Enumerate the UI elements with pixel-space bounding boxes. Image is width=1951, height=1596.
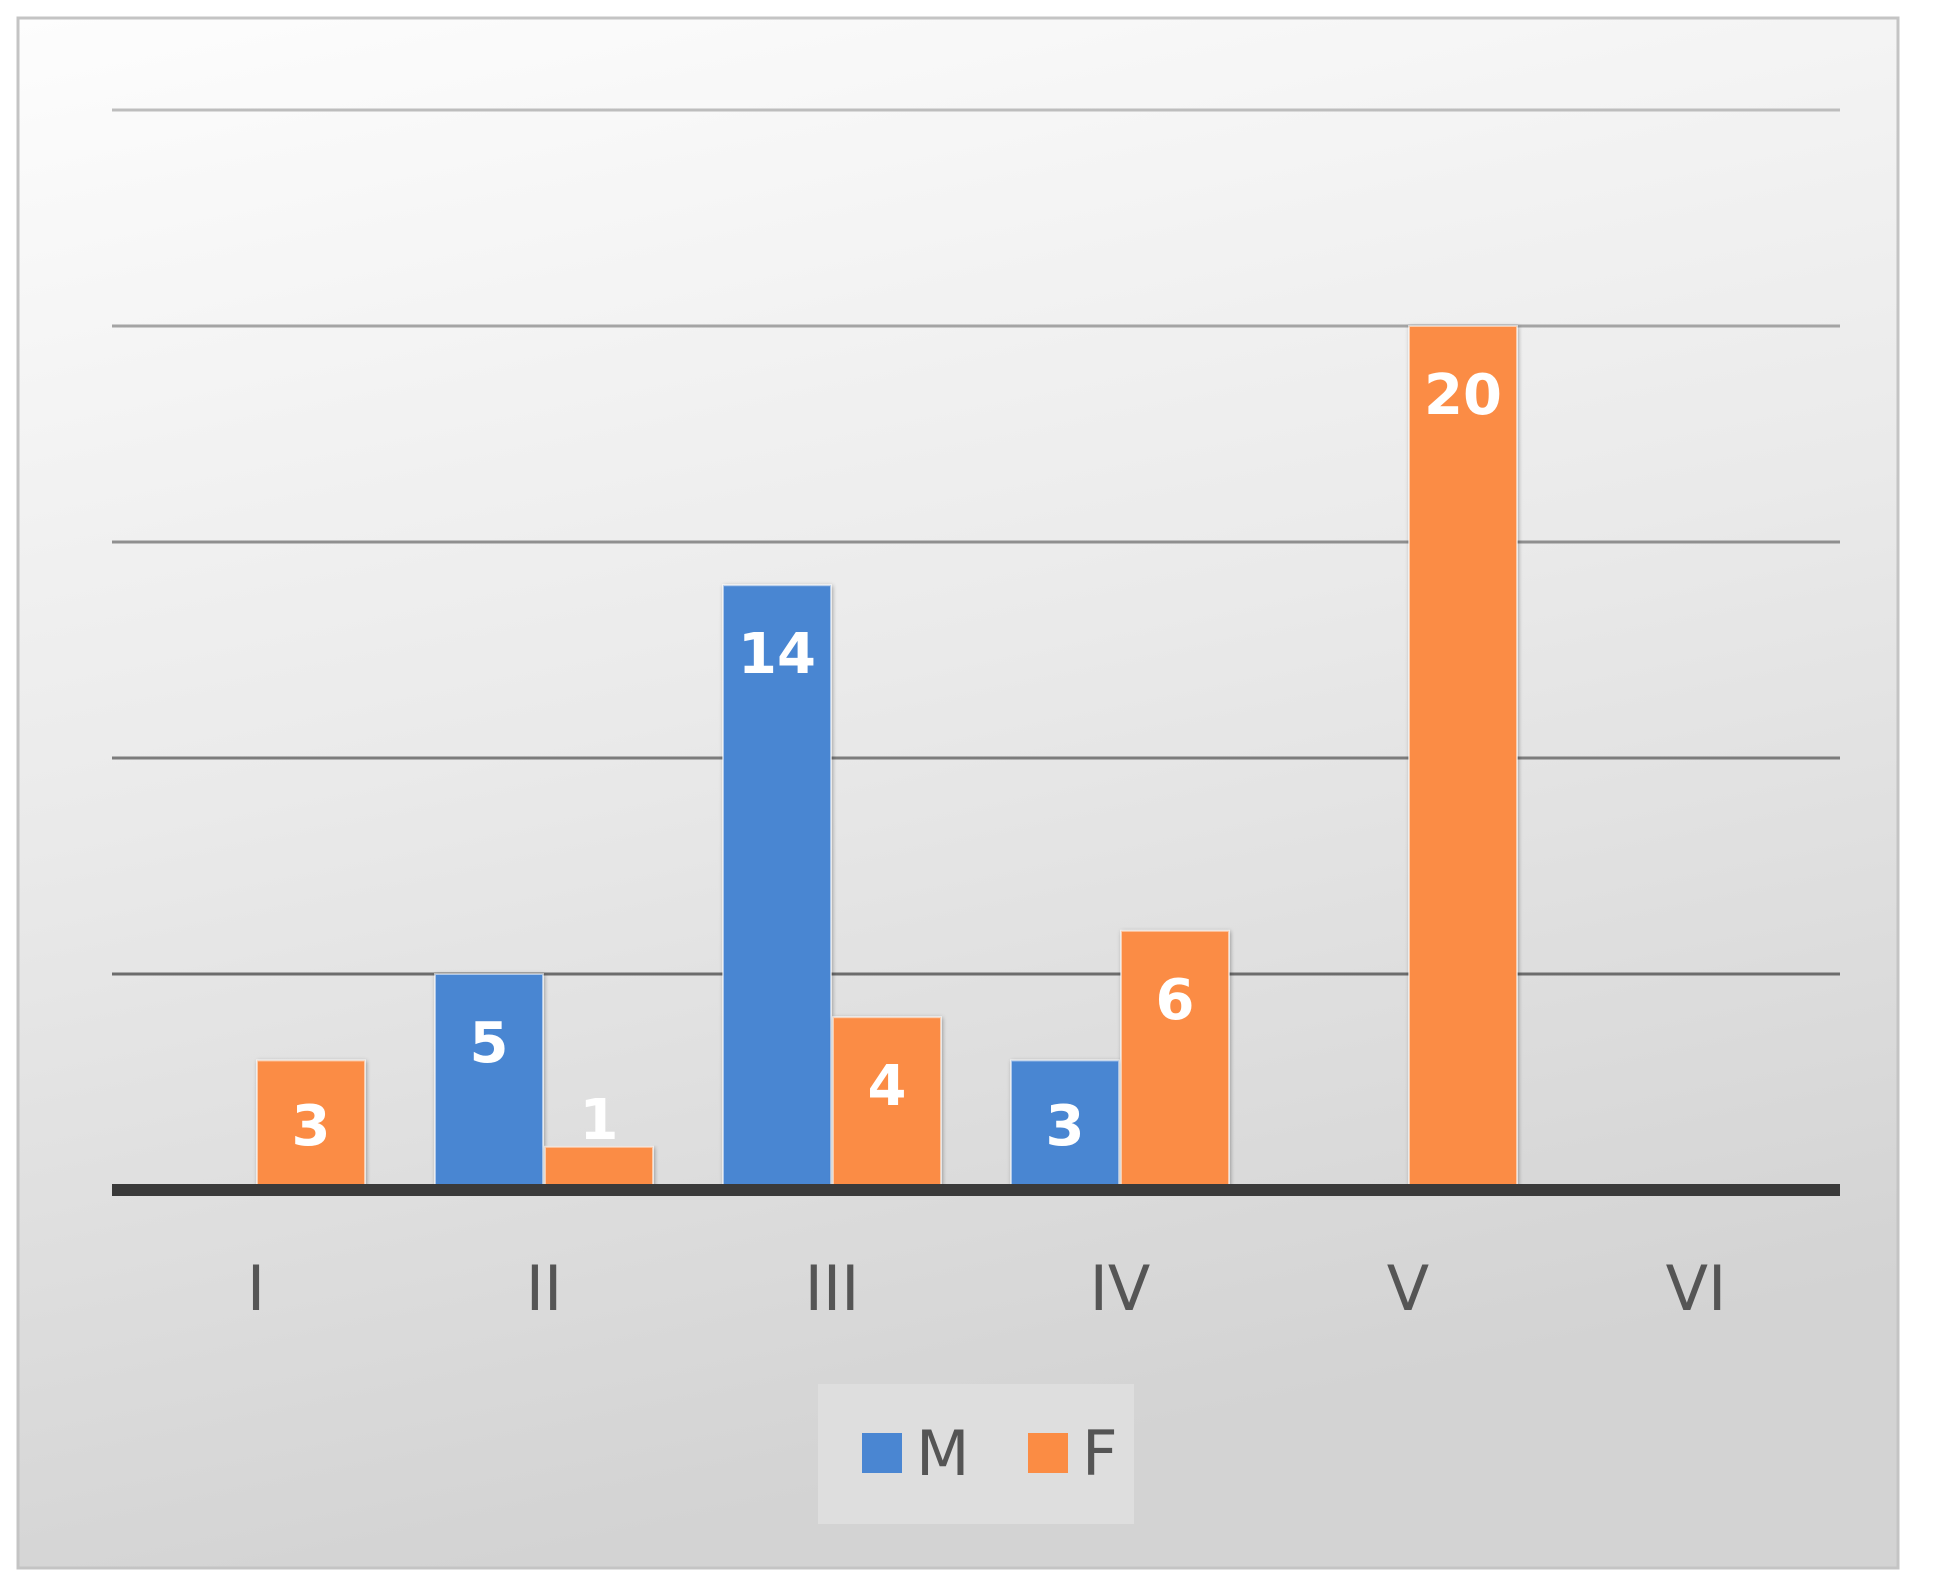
legend-swatch-m xyxy=(862,1433,902,1473)
x-tick-label: II xyxy=(526,1252,563,1325)
bars xyxy=(256,325,1518,1192)
data-label: 3 xyxy=(1046,1094,1085,1159)
legend-label-f: F xyxy=(1082,1417,1118,1490)
data-label: 3 xyxy=(292,1094,331,1159)
legend-label-m: M xyxy=(916,1417,970,1490)
x-tick-label: III xyxy=(805,1252,860,1325)
bar-f-iv xyxy=(1120,929,1230,1191)
x-tick-label: V xyxy=(1387,1252,1429,1325)
bar-m-iv xyxy=(1010,1059,1120,1192)
x-tick-label: I xyxy=(247,1252,265,1325)
x-tick-labels: I II III IV V VI xyxy=(247,1252,1727,1325)
data-label: 1 xyxy=(580,1088,619,1153)
data-label: 20 xyxy=(1424,363,1502,428)
legend-swatch-f xyxy=(1028,1433,1068,1473)
bar-f-ii xyxy=(544,1145,654,1192)
gridlines xyxy=(112,108,1840,976)
bar-f-iii xyxy=(832,1016,942,1192)
data-labels: 3 5 1 14 4 3 6 20 xyxy=(292,363,1502,1159)
data-label: 4 xyxy=(868,1054,907,1119)
chart-background xyxy=(16,16,1900,1570)
data-label: 6 xyxy=(1156,968,1195,1033)
data-label: 5 xyxy=(470,1011,509,1076)
bar-m-ii xyxy=(434,973,544,1191)
x-tick-label: IV xyxy=(1090,1252,1151,1325)
bar-f-i xyxy=(256,1059,366,1192)
bar-f-v xyxy=(1408,325,1518,1191)
data-label: 14 xyxy=(738,622,816,687)
bar-m-iii xyxy=(722,584,832,1191)
x-tick-label: VI xyxy=(1666,1252,1727,1325)
